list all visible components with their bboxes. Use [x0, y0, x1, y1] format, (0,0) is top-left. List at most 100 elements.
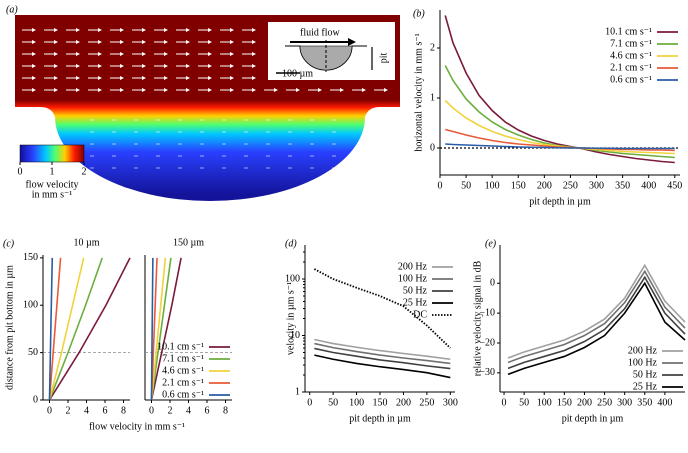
flow-arrowhead — [32, 88, 36, 92]
subplot-title: 150 µm — [173, 237, 204, 248]
flow-arrowhead — [208, 40, 212, 44]
flow-arrowhead — [164, 88, 168, 92]
y-tick-label: 150 — [23, 252, 38, 263]
flow-arrowhead — [120, 28, 124, 32]
flow-arrowhead — [98, 64, 102, 68]
y-tick-label: 1 — [430, 92, 435, 103]
flow-arrowhead — [54, 76, 58, 80]
x-tick-label: 0 — [502, 397, 507, 408]
legend-label: 25 Hz — [403, 297, 428, 308]
x-tick-label: 150 — [511, 180, 526, 191]
colorbar — [19, 144, 85, 163]
flow-arrowhead — [164, 28, 168, 32]
flow-arrowhead — [142, 40, 146, 44]
legend-label: DC — [413, 309, 427, 320]
panel-label: (d) — [285, 238, 297, 249]
x-tick-label: 300 — [617, 397, 632, 408]
legend-label: 200 Hz — [628, 345, 658, 356]
legend-label: 0.6 cm s⁻¹ — [162, 389, 204, 400]
flow-arrowhead — [208, 88, 212, 92]
x-tick-label: 0 — [438, 180, 443, 191]
flow-arrowhead — [164, 52, 168, 56]
flow-arrowhead — [208, 28, 212, 32]
colorbar-tick-label: 1 — [50, 166, 55, 177]
legend-label: 100 Hz — [398, 273, 428, 284]
flow-arrowhead — [120, 52, 124, 56]
series-line — [507, 269, 686, 364]
series-line — [48, 257, 54, 401]
flow-arrowhead — [230, 28, 234, 32]
series-line — [48, 257, 62, 401]
colorbar-label: flow velocity — [25, 179, 78, 190]
series-line — [150, 257, 154, 401]
series-line — [48, 257, 85, 401]
y-tick-label: −20 — [479, 337, 495, 348]
legend-label: 200 Hz — [398, 261, 428, 272]
flow-arrowhead — [186, 88, 190, 92]
series-line — [150, 257, 172, 401]
x-tick-label: 8 — [121, 405, 126, 416]
flow-arrowhead — [98, 40, 102, 44]
series-line — [507, 275, 686, 370]
legend-label: 100 Hz — [628, 357, 658, 368]
flow-arrowhead — [76, 40, 80, 44]
series-line — [314, 354, 451, 379]
series-line — [150, 257, 167, 401]
legend-label: 7.1 cm s⁻¹ — [610, 38, 652, 49]
y-tick-label: 10 — [290, 330, 300, 341]
x-tick-label: 6 — [103, 405, 108, 416]
x-axis-label: flow velocity in mm s⁻¹ — [89, 421, 185, 432]
y-axis-label: distance from pit bottom in µm — [4, 265, 15, 390]
x-tick-label: 350 — [637, 397, 652, 408]
colorbar-label: in mm s⁻¹ — [32, 189, 73, 200]
flow-arrowhead — [98, 28, 102, 32]
legend-label: 10.1 cm s⁻¹ — [157, 341, 204, 352]
y-tick-label: −30 — [479, 367, 495, 378]
x-axis-label: pit depth in µm — [349, 413, 411, 424]
x-tick-label: 6 — [205, 405, 210, 416]
y-tick-label: 50 — [28, 347, 38, 358]
flow-arrowhead — [120, 64, 124, 68]
flow-arrowhead — [142, 52, 146, 56]
series-line — [314, 347, 451, 370]
flow-arrowhead — [208, 64, 212, 68]
series-line — [314, 342, 451, 365]
x-tick-label: 0 — [47, 405, 52, 416]
x-tick-label: 2 — [167, 405, 172, 416]
x-tick-label: 300 — [589, 180, 604, 191]
flow-arrowhead — [252, 52, 256, 56]
colorbar-tick-label: 2 — [82, 166, 87, 177]
panel-label: (b) — [413, 8, 425, 19]
panel-label: (a) — [6, 4, 18, 15]
x-tick-label: 400 — [657, 397, 672, 408]
x-tick-label: 250 — [563, 180, 578, 191]
x-tick-label: 200 — [537, 180, 552, 191]
x-tick-label: 50 — [328, 397, 338, 408]
inset-arrowhead — [348, 38, 356, 46]
flow-arrowhead — [384, 88, 388, 92]
flow-arrowhead — [252, 64, 256, 68]
flow-arrowhead — [76, 76, 80, 80]
series-line — [444, 99, 675, 155]
flow-arrowhead — [32, 40, 36, 44]
y-tick-label: 0 — [430, 142, 435, 153]
flow-arrowhead — [164, 40, 168, 44]
panel-label: (c) — [3, 238, 15, 249]
y-tick-label: 0 — [33, 394, 38, 405]
flow-arrowhead — [252, 40, 256, 44]
flow-arrowhead — [230, 76, 234, 80]
flow-arrowhead — [120, 88, 124, 92]
flow-arrowhead — [32, 64, 36, 68]
flow-arrowhead — [274, 88, 278, 92]
flow-arrowhead — [98, 88, 102, 92]
legend-label: 2.1 cm s⁻¹ — [162, 377, 204, 388]
x-tick-label: 100 — [485, 180, 500, 191]
x-tick-label: 300 — [443, 397, 458, 408]
legend-label: 50 Hz — [633, 369, 658, 380]
x-tick-label: 250 — [419, 397, 434, 408]
y-tick-label: 100 — [285, 273, 300, 284]
flow-arrowhead — [54, 40, 58, 44]
x-tick-label: 8 — [223, 405, 228, 416]
pit — [40, 107, 380, 201]
